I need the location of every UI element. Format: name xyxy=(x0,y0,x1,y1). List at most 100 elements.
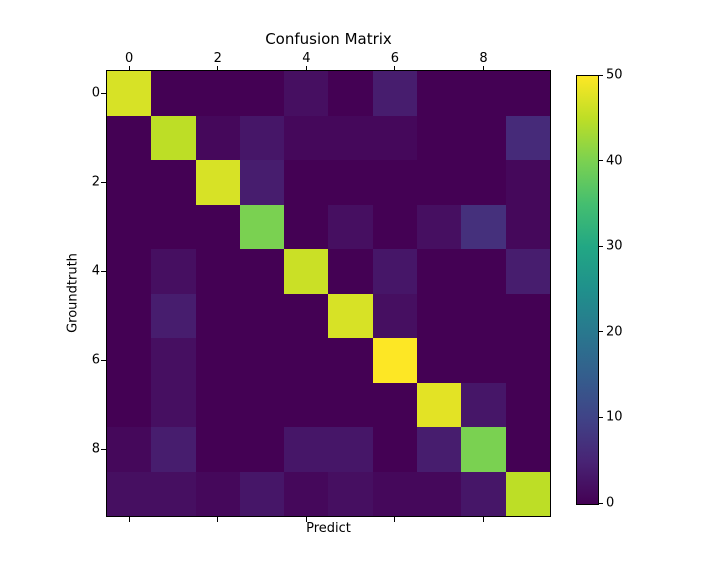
matrix-cell-r7-c4 xyxy=(284,382,329,427)
y-tick-label: 8 xyxy=(91,441,100,457)
matrix-cell-r8-c3 xyxy=(239,427,285,472)
x-tick-label: 2 xyxy=(213,51,222,66)
matrix-cell-r4-c2 xyxy=(195,249,240,294)
colorbar-tick-mark xyxy=(598,331,603,333)
colorbar-tick-mark xyxy=(598,502,603,504)
matrix-cell-r5-c3 xyxy=(239,293,285,338)
colorbar-tick-label: 20 xyxy=(606,324,623,340)
x-tick-label: 8 xyxy=(479,51,488,66)
matrix-cell-r1-c6 xyxy=(372,115,418,160)
matrix-cell-r9-c0 xyxy=(107,471,152,516)
matrix-cell-r6-c1 xyxy=(151,338,196,383)
matrix-cell-r3-c5 xyxy=(328,204,373,249)
matrix-cell-r6-c8 xyxy=(461,338,506,383)
x-tick-mark-bottom xyxy=(217,517,219,522)
matrix-cell-r5-c7 xyxy=(417,293,462,338)
matrix-cell-r3-c8 xyxy=(461,204,506,249)
matrix-cell-r1-c8 xyxy=(461,115,506,160)
matrix-cell-r1-c1 xyxy=(151,115,196,160)
matrix-cell-r4-c8 xyxy=(461,249,506,294)
matrix-cell-r0-c6 xyxy=(372,71,418,116)
matrix-cell-r4-c6 xyxy=(372,249,418,294)
matrix-cell-r3-c9 xyxy=(505,204,550,249)
matrix-cell-r3-c3 xyxy=(239,204,285,249)
matrix-cell-r0-c3 xyxy=(239,71,285,116)
matrix-cell-r2-c6 xyxy=(372,160,418,205)
matrix-cell-r2-c9 xyxy=(505,160,550,205)
matrix-cell-r0-c7 xyxy=(417,71,462,116)
matrix-cell-r8-c0 xyxy=(107,427,152,472)
matrix-cell-r6-c2 xyxy=(195,338,240,383)
matrix-cell-r5-c2 xyxy=(195,293,240,338)
matrix-cell-r6-c3 xyxy=(239,338,285,383)
y-tick-mark xyxy=(101,92,106,94)
matrix-cell-r5-c1 xyxy=(151,293,196,338)
matrix-cell-r3-c7 xyxy=(417,204,462,249)
matrix-cell-r8-c6 xyxy=(372,427,418,472)
matrix-cell-r8-c8 xyxy=(461,427,506,472)
matrix-cell-r5-c5 xyxy=(328,293,373,338)
x-tick-mark-bottom xyxy=(128,517,130,522)
matrix-cell-r2-c5 xyxy=(328,160,373,205)
colorbar-tick-mark xyxy=(598,416,603,418)
matrix-cell-r8-c2 xyxy=(195,427,240,472)
matrix-cell-r9-c7 xyxy=(417,471,462,516)
matrix-cell-r1-c3 xyxy=(239,115,285,160)
x-axis-label: Predict xyxy=(306,521,351,536)
matrix-cell-r5-c6 xyxy=(372,293,418,338)
matrix-cell-r9-c8 xyxy=(461,471,506,516)
matrix-cell-r2-c2 xyxy=(195,160,240,205)
matrix-cell-r6-c5 xyxy=(328,338,373,383)
matrix-cell-r7-c6 xyxy=(372,382,418,427)
matrix-cell-r3-c0 xyxy=(107,204,152,249)
x-tick-mark-top xyxy=(483,66,485,71)
matrix-cell-r0-c1 xyxy=(151,71,196,116)
matrix-cell-r6-c7 xyxy=(417,338,462,383)
y-tick-mark xyxy=(101,359,106,361)
matrix-cell-r8-c1 xyxy=(151,427,196,472)
matrix-cell-r8-c7 xyxy=(417,427,462,472)
matrix-cell-r3-c1 xyxy=(151,204,196,249)
colorbar xyxy=(576,75,599,505)
matrix-cell-r1-c9 xyxy=(505,115,550,160)
matrix-cell-r0-c9 xyxy=(505,71,550,116)
matrix-cell-r1-c7 xyxy=(417,115,462,160)
colorbar-tick-mark xyxy=(598,160,603,162)
matrix-cell-r7-c1 xyxy=(151,382,196,427)
colorbar-tick-mark xyxy=(598,245,603,247)
x-tick-label: 4 xyxy=(302,51,311,66)
matrix-cell-r1-c5 xyxy=(328,115,373,160)
matrix-cell-r1-c2 xyxy=(195,115,240,160)
y-tick-label: 0 xyxy=(91,85,100,101)
matrix-cell-r7-c3 xyxy=(239,382,285,427)
matrix-cell-r8-c9 xyxy=(505,427,550,472)
matrix-cell-r4-c9 xyxy=(505,249,550,294)
matrix-cell-r0-c5 xyxy=(328,71,373,116)
matrix-cell-r5-c4 xyxy=(284,293,329,338)
x-tick-mark-bottom xyxy=(394,517,396,522)
matrix-cell-r7-c7 xyxy=(417,382,462,427)
matrix-cell-r5-c0 xyxy=(107,293,152,338)
matrix-cell-r8-c4 xyxy=(284,427,329,472)
matrix-cell-r0-c2 xyxy=(195,71,240,116)
colorbar-tick-label: 50 xyxy=(606,67,623,83)
matrix-cell-r4-c3 xyxy=(239,249,285,294)
matrix-cell-r0-c8 xyxy=(461,71,506,116)
y-tick-label: 2 xyxy=(91,174,100,190)
matrix-cell-r3-c6 xyxy=(372,204,418,249)
matrix-cell-r7-c9 xyxy=(505,382,550,427)
matrix-cell-r4-c7 xyxy=(417,249,462,294)
colorbar-tick-label: 0 xyxy=(606,495,615,511)
matrix-cell-r7-c0 xyxy=(107,382,152,427)
matrix-cell-r2-c4 xyxy=(284,160,329,205)
matrix-cell-r7-c8 xyxy=(461,382,506,427)
x-tick-mark-top xyxy=(305,66,307,71)
matrix-cell-r9-c2 xyxy=(195,471,240,516)
matrix-cell-r7-c5 xyxy=(328,382,373,427)
matrix-cell-r6-c0 xyxy=(107,338,152,383)
matrix-cell-r2-c1 xyxy=(151,160,196,205)
x-tick-mark-top xyxy=(128,66,130,71)
x-tick-label: 6 xyxy=(390,51,400,66)
matrix-cell-r2-c8 xyxy=(461,160,506,205)
matrix-cell-r1-c0 xyxy=(107,115,152,160)
